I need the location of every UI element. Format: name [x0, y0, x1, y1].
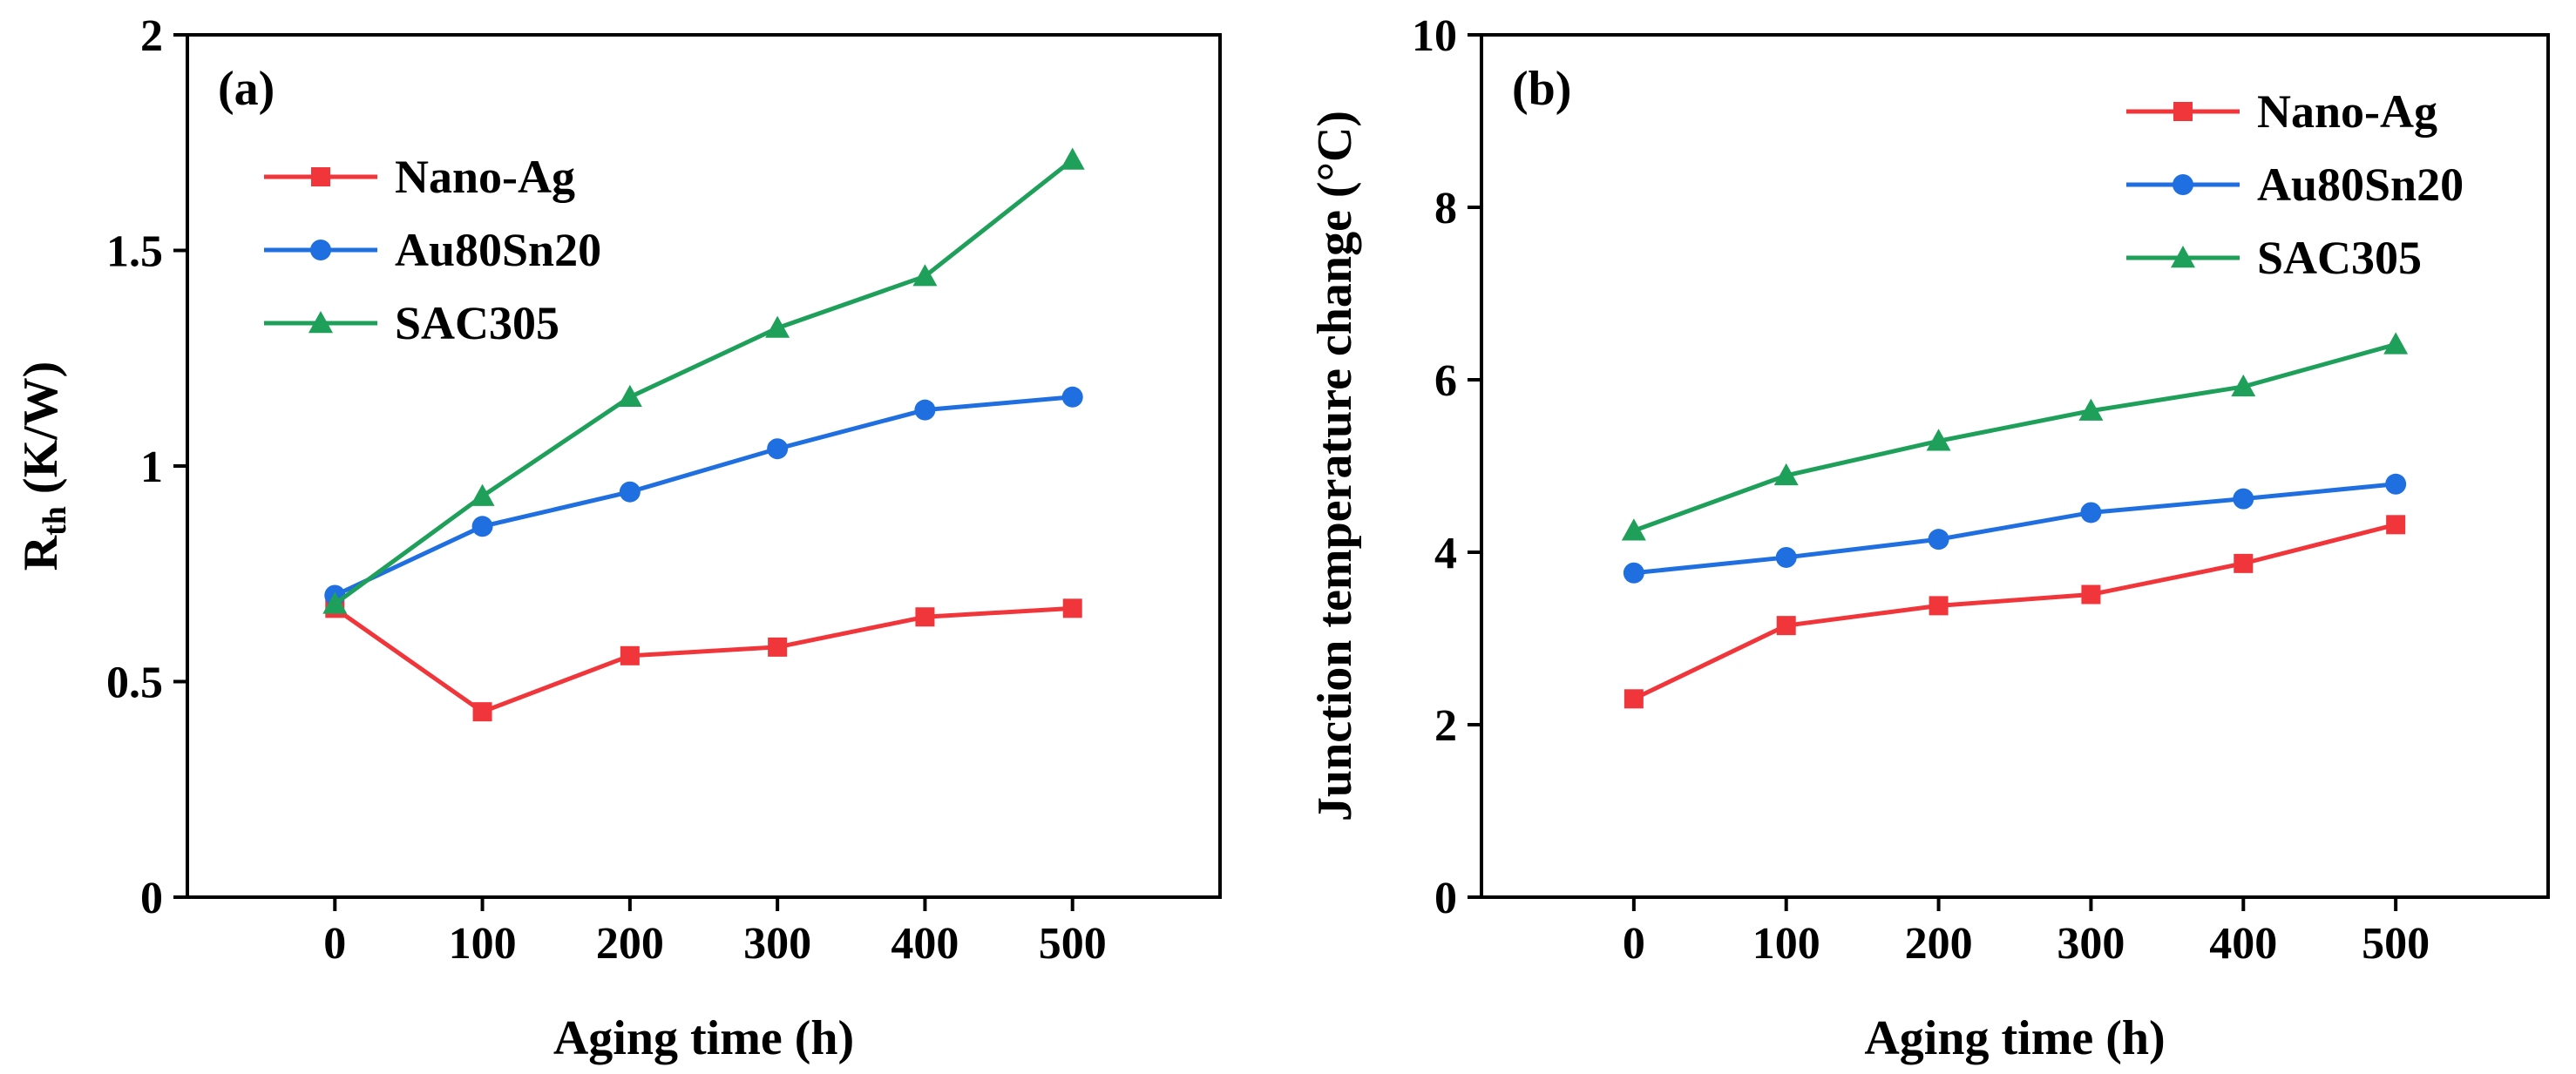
x-tick-label: 100	[1752, 919, 1820, 969]
legend-label-au80sn20: Au80Sn20	[395, 224, 601, 276]
series-line-sac305	[1633, 342, 2396, 533]
data-point-nano-ag	[2234, 553, 2254, 573]
data-point-au80sn20	[2080, 502, 2102, 523]
data-point-au80sn20	[914, 399, 936, 421]
x-tick-label: 0	[1623, 919, 1645, 969]
data-point-sac305	[1773, 463, 1799, 486]
y-tick-label: 8	[1434, 184, 1457, 233]
legend: Nano-Ag Au80Sn20 SAC305	[264, 151, 601, 349]
series-line-nano-ag	[333, 605, 1073, 714]
x-tick-label: 400	[2209, 919, 2277, 969]
legend-marker-au80sn20	[310, 240, 331, 260]
chart-panel-a: 0 100 200 300 400 500 0 0.5 1 1.5 2 Aging time (h) R…	[14, 11, 1222, 1065]
x-axis-label: Aging time (h)	[553, 1011, 854, 1065]
legend: Nano-Ag Au80Sn20 SAC305	[2126, 85, 2464, 284]
data-point-sac305	[2078, 398, 2104, 421]
y-tick-label: 4	[1434, 529, 1457, 578]
x-tick-label: 500	[2362, 919, 2430, 969]
data-point-au80sn20	[1928, 529, 1949, 551]
data-point-au80sn20	[1623, 562, 1644, 584]
y-tick-label: 0.5	[106, 659, 163, 708]
y-axis-label: Junction temperature change (°C)	[1308, 111, 1362, 821]
panel-label: (b)	[1512, 62, 1571, 116]
data-point-sac305	[1060, 147, 1085, 170]
y-axis-label-subscript: th	[37, 506, 73, 536]
series-line-nano-ag	[1632, 522, 2396, 701]
data-point-au80sn20	[619, 481, 641, 503]
plot-frame	[1480, 33, 2550, 899]
legend-marker-au80sn20	[2173, 174, 2193, 195]
data-point-sac305	[617, 384, 642, 407]
x-tick-label: 200	[1905, 919, 1973, 969]
data-point-sac305	[2383, 332, 2409, 355]
data-point-nano-ag	[472, 702, 492, 722]
legend-label-sac305: SAC305	[2257, 232, 2422, 284]
data-point-au80sn20	[767, 438, 789, 460]
data-point-au80sn20	[2233, 488, 2254, 510]
data-point-sac305	[322, 591, 348, 614]
data-point-au80sn20	[1061, 386, 1083, 408]
series-line-au80sn20	[334, 395, 1073, 598]
y-tick-label: 1	[140, 442, 163, 492]
legend-label-au80sn20: Au80Sn20	[2257, 159, 2464, 211]
x-tick-label: 500	[1039, 919, 1107, 969]
data-point-nano-ag	[915, 607, 935, 627]
x-tick-label: 100	[449, 919, 517, 969]
chart-panel-b: 0 100 200 300 400 500 0 2 4 6 8 10 Aging time (h) Jun…	[1308, 11, 2550, 1065]
legend-marker-sac305	[2171, 246, 2195, 268]
data-point-au80sn20	[1775, 546, 1797, 568]
data-point-nano-ag	[620, 645, 640, 665]
data-point-au80sn20	[2385, 473, 2407, 495]
data-point-sac305	[1926, 429, 1951, 451]
legend-marker-nano-ag	[311, 167, 330, 186]
data-point-nano-ag	[2081, 584, 2101, 605]
legend-label-sac305: SAC305	[395, 297, 559, 349]
x-tick-label: 300	[2057, 919, 2125, 969]
data-point-sac305	[1621, 518, 1646, 541]
data-point-sac305	[765, 315, 790, 338]
y-tick-label: 0	[140, 874, 163, 923]
x-axis-label: Aging time (h)	[1864, 1011, 2165, 1065]
data-point-sac305	[912, 264, 938, 287]
y-axis-label: Rth (K/W)	[14, 361, 73, 571]
data-point-nano-ag	[1624, 689, 1644, 709]
legend-label-nano-ag: Nano-Ag	[395, 151, 575, 203]
legend-marker-nano-ag	[2173, 102, 2193, 121]
data-point-sac305	[470, 483, 495, 506]
x-tick-label: 300	[743, 919, 811, 969]
x-tick-label: 200	[596, 919, 664, 969]
legend-marker-sac305	[308, 311, 333, 334]
x-tick-label: 0	[323, 919, 346, 969]
y-tick-label: 1.5	[106, 227, 163, 277]
data-point-nano-ag	[1776, 616, 1796, 636]
y-tick-label: 6	[1434, 356, 1457, 406]
y-tick-label: 2	[1434, 701, 1457, 751]
y-axis-label-unit: (K/W)	[14, 361, 68, 506]
series-line-au80sn20	[1633, 482, 2396, 576]
legend-label-nano-ag: Nano-Ag	[2257, 85, 2437, 138]
data-point-nano-ag	[1929, 596, 1949, 616]
series-line-sac305	[333, 158, 1074, 606]
data-point-sac305	[2231, 374, 2256, 397]
y-tick-label: 0	[1434, 874, 1457, 923]
x-tick-label: 400	[891, 919, 959, 969]
y-tick-label: 10	[1412, 11, 1457, 61]
y-axis-label-main: R	[14, 535, 68, 571]
data-point-nano-ag	[2386, 515, 2406, 535]
data-point-au80sn20	[471, 516, 493, 537]
y-tick-label: 2	[140, 11, 163, 61]
data-point-nano-ag	[1062, 598, 1082, 618]
data-point-nano-ag	[768, 637, 788, 657]
panel-label: (a)	[218, 62, 275, 116]
